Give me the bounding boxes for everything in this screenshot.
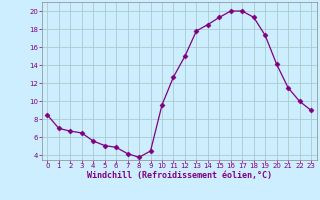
- X-axis label: Windchill (Refroidissement éolien,°C): Windchill (Refroidissement éolien,°C): [87, 171, 272, 180]
